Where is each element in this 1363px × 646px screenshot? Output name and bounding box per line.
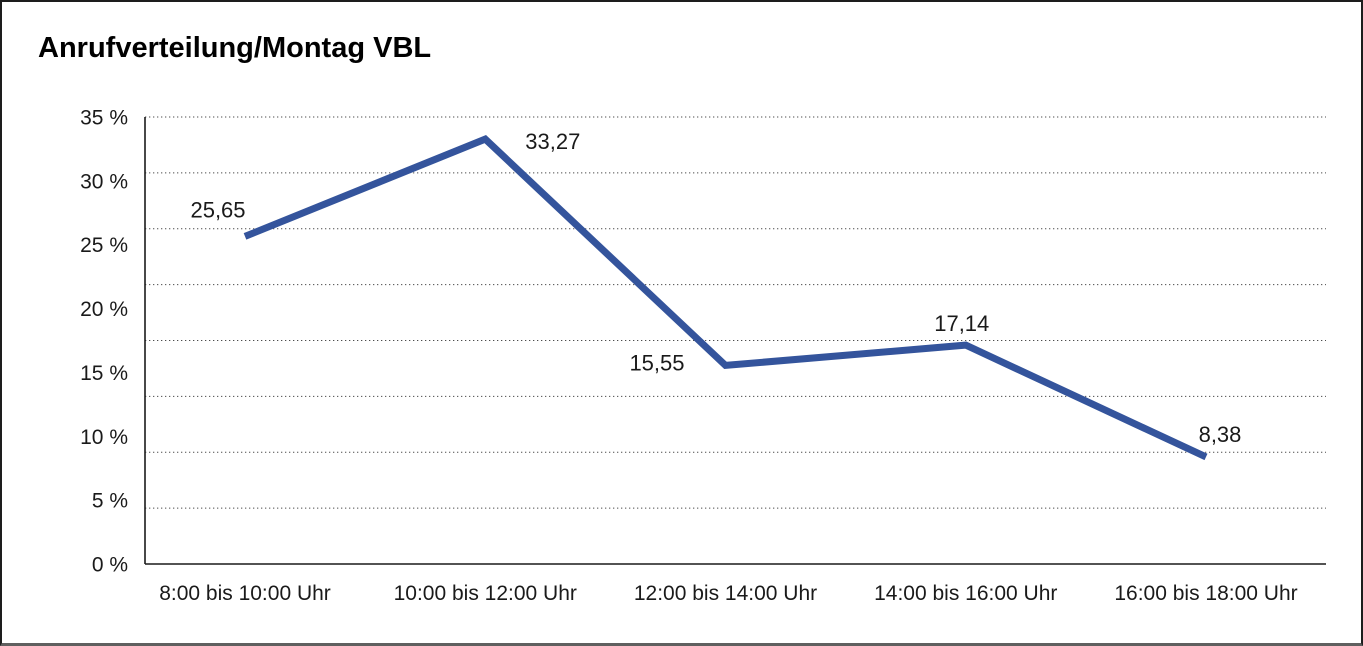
y-tick-label: 15 %	[80, 362, 128, 385]
x-category-label: 12:00 bis 14:00 Uhr	[634, 582, 817, 605]
data-point-labels: 25,65 33,27 15,55 17,14 8,38	[190, 129, 1241, 447]
y-tick-label: 20 %	[80, 298, 128, 321]
y-tick-label: 30 %	[80, 170, 128, 193]
data-point-label: 8,38	[1199, 422, 1242, 447]
data-series	[243, 135, 1208, 461]
y-tick-label: 10 %	[80, 426, 128, 449]
axes	[144, 117, 1326, 565]
y-tick-label: 25 %	[80, 234, 128, 257]
y-tick-label: 0 %	[92, 554, 128, 577]
y-tick-label: 5 %	[92, 490, 128, 513]
data-point-label: 33,27	[525, 129, 580, 154]
x-axis-category-labels: 8:00 bis 10:00 Uhr 10:00 bis 12:00 Uhr 12:…	[159, 582, 1297, 605]
series-line	[243, 135, 1208, 461]
x-category-label: 8:00 bis 10:00 Uhr	[159, 582, 331, 605]
chart-title: Anrufverteilung/Montag VBL	[38, 32, 431, 64]
data-point-label: 15,55	[629, 350, 684, 375]
data-point-label: 17,14	[934, 311, 989, 336]
x-category-label: 14:00 bis 16:00 Uhr	[874, 582, 1057, 605]
data-point-label: 25,65	[190, 197, 245, 222]
y-axis-tick-labels: 35 % 30 % 25 % 20 % 15 % 10 % 5 % 0 %	[80, 107, 128, 577]
x-category-label: 10:00 bis 12:00 Uhr	[394, 582, 577, 605]
x-category-label: 16:00 bis 18:00 Uhr	[1114, 582, 1297, 605]
y-tick-label: 35 %	[80, 107, 128, 130]
gridlines	[145, 116, 1326, 509]
